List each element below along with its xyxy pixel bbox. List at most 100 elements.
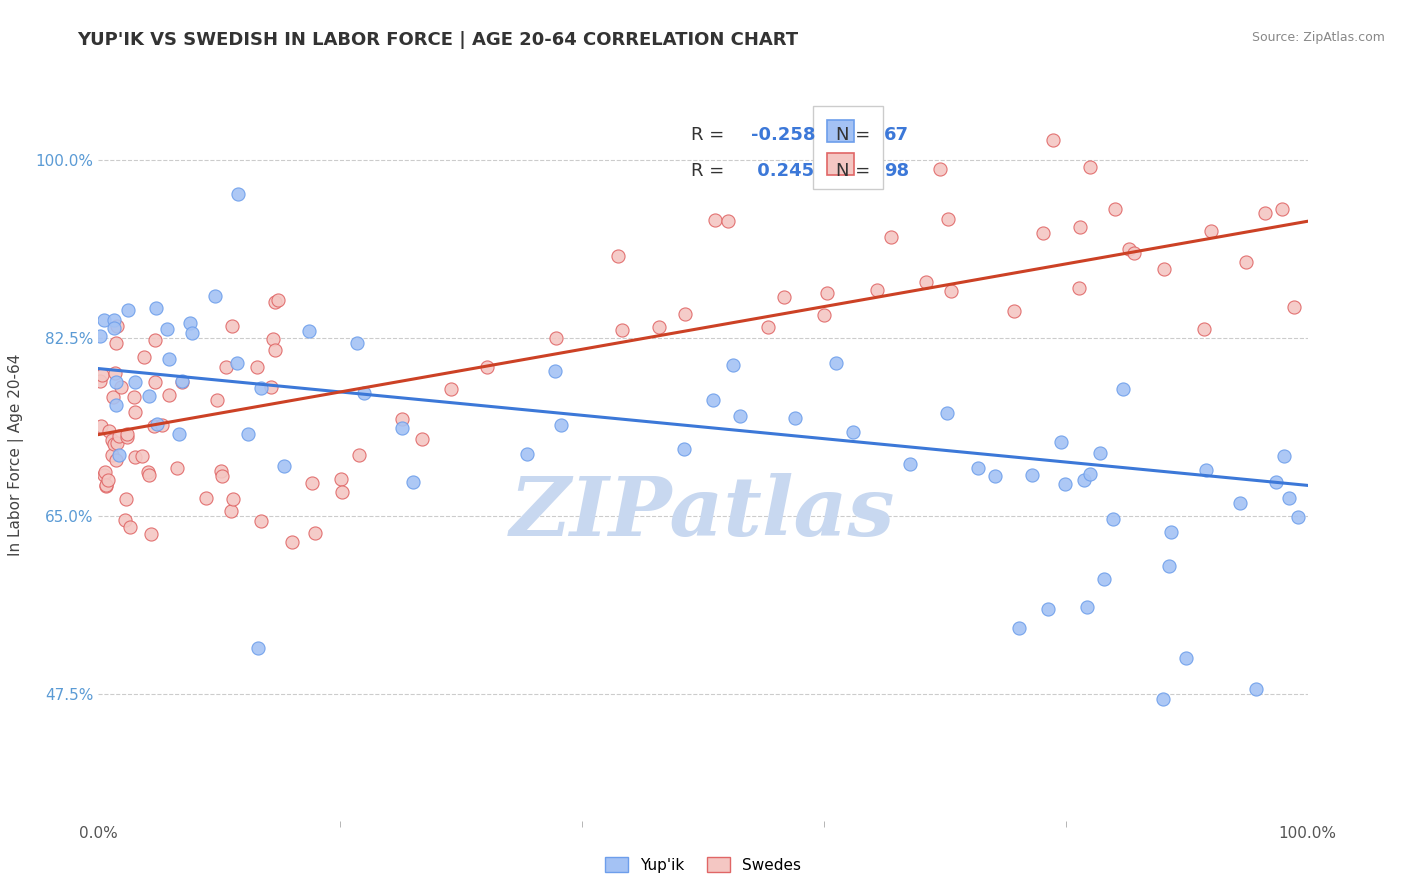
Point (1078, 160, 1101, 174)
Point (94, 479, 117, 493)
Point (103, 321, 125, 335)
Point (219, 504, 242, 518)
Point (105, 318, 128, 333)
Point (94, 465, 117, 479)
Point (267, 293, 290, 307)
Point (103, 436, 125, 450)
Point (936, 406, 959, 420)
Point (167, 427, 190, 442)
Text: 98: 98 (884, 162, 910, 180)
Point (104, 335, 127, 350)
Point (1069, 220, 1091, 235)
Point (773, 289, 796, 303)
Point (353, 386, 375, 401)
Point (880, 230, 903, 244)
Point (166, 461, 188, 475)
Point (1092, 572, 1115, 586)
Point (172, 374, 194, 388)
Point (238, 427, 260, 442)
Point (717, 214, 740, 228)
Point (226, 356, 249, 370)
Point (104, 366, 127, 380)
Point (172, 375, 194, 389)
Point (475, 360, 498, 375)
Point (250, 514, 273, 528)
Point (105, 453, 128, 467)
Point (841, 425, 863, 439)
Point (1042, 133, 1064, 147)
Point (179, 316, 201, 330)
Text: 0.245: 0.245 (751, 162, 814, 180)
Point (1032, 226, 1054, 240)
Point (347, 448, 370, 462)
Point (1175, 651, 1198, 665)
Point (90, 418, 112, 433)
Point (1122, 245, 1144, 260)
Point (89, 329, 111, 343)
Point (1088, 446, 1111, 460)
Point (1008, 621, 1031, 635)
Point (124, 450, 146, 465)
Point (221, 318, 243, 333)
Point (783, 411, 806, 425)
Point (1271, 202, 1294, 216)
Text: N =: N = (837, 126, 876, 144)
Point (103, 313, 125, 327)
Point (181, 326, 204, 341)
Point (117, 303, 139, 318)
Point (1286, 509, 1309, 524)
Point (124, 375, 146, 389)
Point (1102, 512, 1125, 526)
Point (107, 436, 129, 450)
Y-axis label: In Labor Force | Age 20-64: In Labor Force | Age 20-64 (8, 354, 24, 556)
Point (1153, 262, 1175, 277)
Point (301, 475, 323, 490)
Point (673, 442, 696, 456)
Point (115, 430, 138, 444)
Point (1002, 304, 1025, 318)
Point (1050, 435, 1073, 450)
Point (108, 448, 131, 462)
Point (1067, 281, 1090, 295)
Point (1229, 496, 1251, 510)
Point (304, 526, 326, 541)
Point (440, 382, 463, 396)
Point (1104, 202, 1126, 216)
Point (204, 289, 226, 303)
Point (105, 375, 128, 389)
Point (813, 308, 835, 322)
Point (728, 409, 751, 424)
Point (1264, 475, 1286, 489)
Point (1199, 224, 1222, 238)
Point (97, 473, 120, 487)
Point (825, 356, 848, 370)
Point (1272, 450, 1295, 464)
Point (1036, 601, 1059, 615)
Text: N =: N = (837, 162, 876, 180)
Point (1244, 681, 1267, 696)
Text: R =: R = (690, 162, 730, 180)
Point (143, 375, 166, 389)
Point (938, 211, 960, 226)
Point (607, 249, 630, 263)
Point (1254, 205, 1277, 219)
Point (330, 472, 353, 486)
Point (1053, 477, 1076, 491)
Point (1078, 467, 1101, 481)
Point (139, 526, 162, 541)
Point (1076, 600, 1098, 615)
Point (1234, 254, 1257, 268)
Point (391, 421, 413, 435)
Point (402, 475, 425, 490)
Point (1152, 691, 1174, 706)
Point (138, 468, 160, 483)
Text: -0.258: -0.258 (751, 126, 815, 144)
Point (411, 432, 433, 446)
Point (215, 360, 238, 375)
Point (984, 468, 1007, 483)
Point (702, 392, 724, 407)
Point (157, 388, 180, 402)
Point (226, 186, 249, 201)
Point (721, 358, 744, 372)
Point (157, 351, 180, 366)
